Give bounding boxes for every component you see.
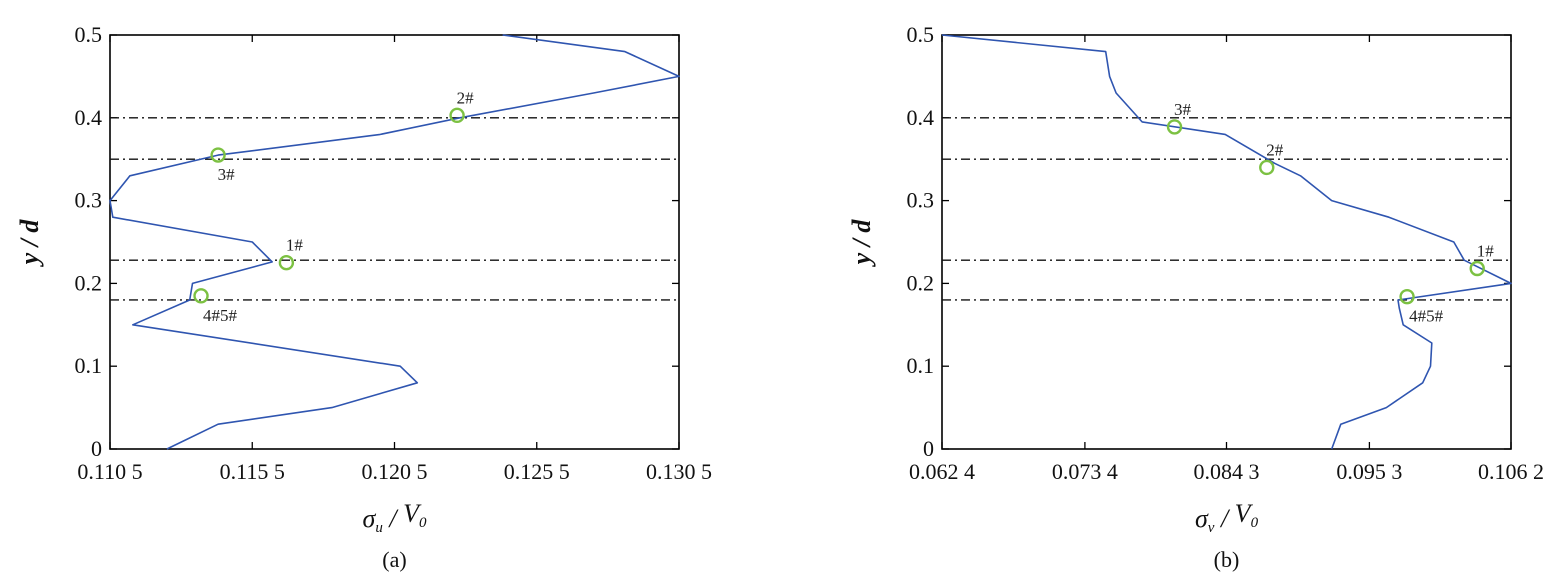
x-axis-label-part: /	[383, 504, 403, 533]
y-axis-label: y / d	[847, 219, 876, 268]
point-marker	[193, 288, 209, 304]
x-axis-label: σu / V0	[363, 499, 427, 536]
point-label: 2#	[457, 88, 475, 107]
y-tick-label: 0	[923, 436, 934, 461]
point-label: 3#	[218, 165, 236, 184]
x-tick-label: 0.062 4	[909, 459, 975, 484]
point-marker	[1399, 288, 1415, 305]
point-label: 3#	[1174, 100, 1192, 119]
point-label: 1#	[1477, 241, 1495, 260]
y-tick-label: 0	[91, 436, 102, 461]
chart-panel-a: 0 0.1 0.2 0.3 0.4 0.5 0.110 5 0.115 5 0.120 5 0.1…	[15, 22, 712, 572]
x-tick-label: 0.084 3	[1194, 459, 1260, 484]
x-tick-label: 0.073 4	[1052, 459, 1118, 484]
chart-panel-b: 0 0.1 0.2 0.3 0.4 0.5 0.062 4 0.073 4 0.084 3 0.0…	[847, 22, 1544, 572]
x-axis-label: σv / V0	[1195, 499, 1259, 536]
point-marker	[210, 147, 226, 163]
x-tick-label: 0.106 2	[1478, 459, 1544, 484]
panel-label: (b)	[1214, 547, 1240, 572]
series-line	[109, 34, 680, 450]
x-tick-label: 0.120 5	[362, 459, 428, 484]
point-label: 4#5#	[203, 306, 238, 325]
panel-label: (a)	[382, 547, 406, 572]
y-tick-label: 0.4	[907, 105, 935, 130]
point-label: 4#5#	[1409, 307, 1444, 326]
x-axis-label-part: V	[1235, 499, 1254, 528]
x-axis-label-subscript: 0	[419, 515, 427, 531]
plot-frame	[109, 34, 680, 450]
y-axis-label: y / d	[15, 219, 44, 268]
x-axis-label-part: σ	[1195, 504, 1209, 533]
plot-frame	[941, 34, 1512, 450]
x-tick-label: 0.115 5	[220, 459, 285, 484]
x-tick-label: 0.110 5	[77, 459, 142, 484]
y-tick-label: 0.1	[75, 353, 103, 378]
point-marker	[1469, 260, 1485, 277]
y-tick-label: 0.4	[75, 105, 103, 130]
point-marker	[1166, 119, 1183, 135]
series-line	[941, 34, 1512, 450]
x-tick-label: 0.125 5	[504, 459, 570, 484]
x-axis-label-subscript: u	[375, 520, 383, 536]
point-marker	[278, 255, 295, 271]
y-tick-label: 0.3	[75, 188, 103, 213]
y-tick-label: 0.1	[907, 353, 935, 378]
y-tick-label: 0.2	[907, 270, 935, 295]
y-tick-label: 0.3	[907, 188, 935, 213]
x-axis-label-subscript: 0	[1251, 515, 1259, 531]
point-marker	[1259, 159, 1275, 176]
x-tick-label: 0.130 5	[646, 459, 712, 484]
point-label: 2#	[1266, 140, 1284, 159]
x-axis-label-part: V	[403, 499, 422, 528]
point-label: 1#	[286, 236, 304, 255]
y-tick-label: 0.5	[75, 22, 103, 47]
x-axis-label-part: σ	[363, 504, 377, 533]
y-tick-label: 0.2	[75, 270, 103, 295]
y-tick-label: 0.5	[907, 22, 935, 47]
x-axis-label-part: /	[1214, 504, 1234, 533]
x-tick-label: 0.095 3	[1336, 459, 1402, 484]
point-marker	[449, 107, 465, 124]
x-axis-label-subscript: v	[1208, 520, 1215, 536]
